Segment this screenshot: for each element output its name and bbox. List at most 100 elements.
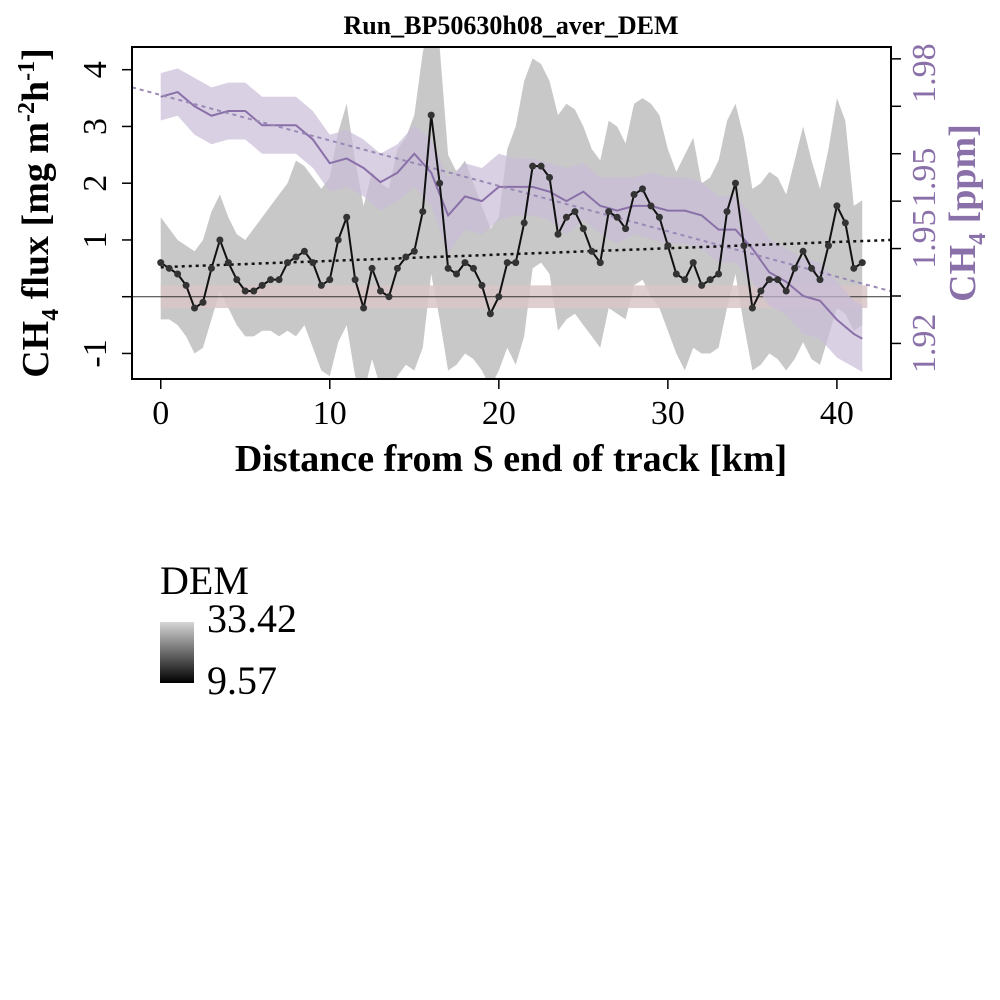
flux-point xyxy=(841,219,849,227)
flux-point xyxy=(199,298,207,306)
right-y-tick-label: 1.98 xyxy=(906,43,943,103)
flux-point xyxy=(799,247,807,255)
flux-point xyxy=(723,208,731,216)
flux-point xyxy=(461,259,469,267)
flux-point xyxy=(444,264,452,272)
legend-title: DEM xyxy=(160,558,249,603)
flux-point xyxy=(529,162,537,170)
flux-point xyxy=(765,276,773,284)
left-y-tick-label: -1 xyxy=(77,339,114,367)
flux-point xyxy=(393,264,401,272)
flux-point xyxy=(546,174,554,182)
flux-point xyxy=(833,202,841,210)
flux-point xyxy=(436,179,444,187)
flux-point xyxy=(858,259,866,267)
flux-point xyxy=(850,264,858,272)
plot-frame xyxy=(131,46,892,380)
flux-point xyxy=(613,213,621,221)
flux-point xyxy=(453,270,461,278)
flux-point xyxy=(579,225,587,233)
flux-point xyxy=(503,259,511,267)
flux-points xyxy=(157,111,866,318)
right-y-axis-label: CH4 [ppm] xyxy=(942,124,991,302)
flux-point xyxy=(681,276,689,284)
flux-point xyxy=(782,287,790,295)
flux-point xyxy=(791,264,799,272)
right-y-tick-label: 1.92 xyxy=(906,314,943,374)
ch4-concentration-line xyxy=(160,90,863,340)
flux-point xyxy=(233,276,241,284)
flux-point xyxy=(554,230,562,238)
flux-point xyxy=(639,185,647,193)
flux-point xyxy=(402,253,410,261)
flux-point xyxy=(672,270,680,278)
left-y-tick-label: 4 xyxy=(77,61,114,78)
flux-point xyxy=(512,259,520,267)
flux-point xyxy=(596,259,604,267)
legend-min-label: 9.57 xyxy=(207,658,277,703)
flux-point xyxy=(715,270,723,278)
legend-max-label: 33.42 xyxy=(207,596,297,641)
left-y-axis: -1 1 2 3 4 xyxy=(77,61,132,368)
left-y-tick-label: 2 xyxy=(77,175,114,192)
flux-point xyxy=(410,247,418,255)
flux-point xyxy=(706,276,714,284)
right-y-axis: 1.92 1.951.95 1.98 xyxy=(891,43,943,373)
flux-point xyxy=(376,287,384,295)
ch4-confidence-band xyxy=(160,68,863,372)
flux-point xyxy=(182,281,190,289)
flux-point xyxy=(816,276,824,284)
flux-point xyxy=(664,242,672,250)
flux-point xyxy=(309,259,317,267)
x-axis: 0 10 20 30 40 xyxy=(152,379,854,432)
flux-point xyxy=(622,225,630,233)
flux-point xyxy=(326,276,334,284)
flux-point xyxy=(258,281,266,289)
flux-point xyxy=(419,208,427,216)
flux-point xyxy=(317,281,325,289)
flux-point xyxy=(275,276,283,284)
flux-point xyxy=(774,276,782,284)
flux-point xyxy=(469,264,477,272)
flux-point xyxy=(520,219,528,227)
left-y-tick-label: 1 xyxy=(77,231,114,248)
flux-point xyxy=(478,281,486,289)
flux-point xyxy=(630,191,638,199)
flux-point xyxy=(731,179,739,187)
flux-point xyxy=(267,276,275,284)
flux-point xyxy=(351,276,359,284)
flux-point xyxy=(748,304,756,312)
right-y-tick-label: 1.95 xyxy=(906,209,943,268)
x-tick-label: 10 xyxy=(313,395,347,432)
legend-gradient-bar xyxy=(160,622,194,683)
flux-point xyxy=(334,236,342,244)
flux-point xyxy=(698,281,706,289)
left-y-tick-label: 3 xyxy=(77,118,114,135)
flux-point xyxy=(191,304,199,312)
flux-point xyxy=(740,242,748,250)
flux-point xyxy=(157,259,165,267)
flux-point xyxy=(647,202,655,210)
flux-point xyxy=(360,304,368,312)
flux-point xyxy=(689,259,697,267)
flux-trend-line xyxy=(160,238,891,269)
flux-point xyxy=(808,264,816,272)
flux-point xyxy=(368,264,376,272)
x-tick-label: 30 xyxy=(651,395,685,432)
flux-point xyxy=(224,259,232,267)
flux-point xyxy=(216,236,224,244)
ch4-trend-line xyxy=(132,86,891,293)
chart-title: Run_BP50630h08_aver_DEM xyxy=(343,11,678,40)
flux-point xyxy=(343,213,351,221)
x-tick-label: 0 xyxy=(152,395,169,432)
x-axis-label: Distance from S end of track [km] xyxy=(235,438,787,480)
flux-point xyxy=(486,310,494,318)
flux-point xyxy=(292,253,300,261)
flux-point xyxy=(427,111,435,119)
flux-point xyxy=(165,264,173,272)
x-tick-label: 40 xyxy=(820,395,854,432)
flux-point xyxy=(537,162,545,170)
right-y-tick-label: 1.95 xyxy=(906,148,943,208)
dem-legend: DEM 33.42 9.57 xyxy=(160,558,297,703)
